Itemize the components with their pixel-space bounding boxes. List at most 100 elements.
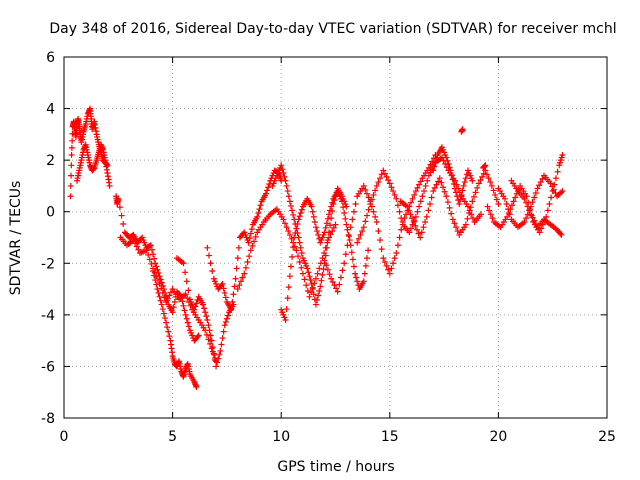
data-point-interp [230,291,237,298]
data-point-interp [203,331,210,338]
data-point-interp [283,182,290,189]
data-point [406,229,413,236]
data-point-interp [454,228,461,235]
data-point-interp [298,264,305,271]
data-point [373,219,380,226]
data-point-interp [252,233,259,240]
data-point [293,247,300,254]
axis-ticks: 0 5 10 15 20 25 -8 -6 -4 -2 0 2 4 6 [41,50,616,445]
data-point-interp [150,251,157,258]
data-point-interp [296,239,303,246]
data-point [534,185,541,192]
data-point-interp [288,235,295,242]
data-point-interp [157,297,164,304]
data-point-interp [409,215,416,222]
data-point-interp [221,289,228,296]
data-point-interp [363,212,370,219]
data-point [182,311,189,318]
data-point [254,213,261,220]
data-point-interp [316,265,323,272]
data-point-interp [412,222,419,229]
data-point-interp [426,200,433,207]
data-point-interp [487,179,494,186]
data-point-interp [120,220,127,227]
data-point [195,332,202,339]
data-point [219,280,226,287]
data-point-interp [483,171,490,178]
data-point [208,345,215,352]
data-point-interp [132,240,139,247]
data-point [547,180,554,187]
data-point-interp [331,282,338,289]
data-point-interp [362,218,369,225]
data-point-interp [242,264,249,271]
data-point-interp [314,270,321,277]
data-point [213,363,220,370]
data-point-interp [164,324,171,331]
data-point-interp [390,188,397,195]
data-point [412,188,419,195]
data-point-interp [297,244,304,251]
data-point-interp [341,210,348,217]
data-point-interp [552,175,559,182]
data-point [380,255,387,262]
data-point [68,151,75,158]
data-point-interp [167,289,174,296]
data-point-interp [246,235,253,242]
data-point-interp [385,177,392,184]
data-point-interp [486,207,493,214]
data-point-interp [444,199,451,206]
data-point-interp [181,307,188,314]
data-point [158,301,165,308]
data-point-interp [396,234,403,241]
data-point-interp [435,178,442,185]
data-point-interp [185,287,192,294]
data-point-interp [485,175,492,182]
data-point-interp [489,215,496,222]
data-point [443,154,450,161]
chart-title: Day 348 of 2016, Sidereal Day-to-day VTE… [49,21,616,37]
data-point [247,247,254,254]
data-point-interp [236,282,243,289]
data-point-interp [505,206,512,213]
data-point [143,247,150,254]
data-point-interp [205,336,212,343]
data-point-interp [152,277,159,284]
data-point-interp [314,297,321,304]
data-point-interp [377,175,384,182]
data-point-interp [322,252,329,259]
data-point-interp [293,225,300,232]
data-point-interp [416,203,423,210]
data-point-interp [417,178,424,185]
data-point-interp [339,267,346,274]
data-point-interp [381,258,388,265]
data-point-interp [342,215,349,222]
data-point-interp [350,208,357,215]
data-point-interp [324,215,331,222]
y-tick-label: -8 [41,411,55,427]
data-point [354,239,361,246]
data-point-interp [464,215,471,222]
data-point-interp [229,298,236,305]
data-point-interp [246,253,253,260]
plot-frame [63,56,608,419]
data-point [430,167,437,174]
data-point-interp [266,180,273,187]
data-point [182,291,189,298]
data-point-interp [448,210,455,217]
data-point [495,200,502,207]
data-point [341,260,348,267]
data-point-interp [223,315,230,322]
data-point [536,229,543,236]
data-point-interp [512,194,519,201]
data-point-interp [353,274,360,281]
data-point-interp [248,226,255,233]
data-point-interp [244,258,251,265]
data-point-interp [349,256,356,263]
data-point [460,182,467,189]
data-point [559,188,566,195]
data-point-interp [292,229,299,236]
data-point [328,275,335,282]
data-point-interp [453,189,460,196]
